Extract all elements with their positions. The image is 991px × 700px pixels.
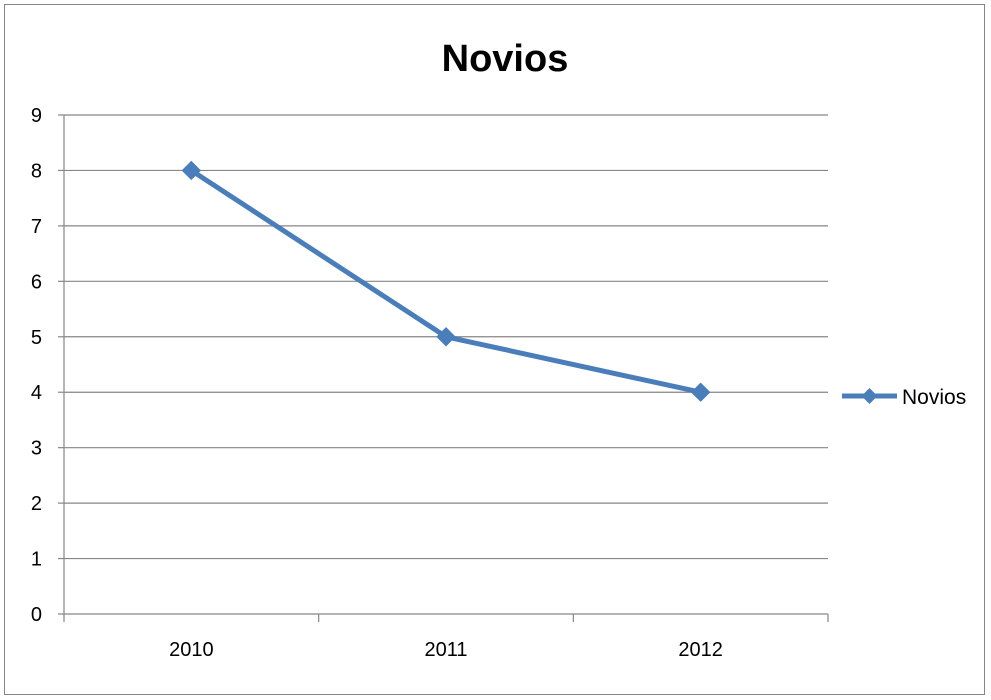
y-tick-label: 4	[31, 382, 42, 404]
chart-title: Novios	[442, 38, 569, 80]
y-tick-label: 7	[31, 216, 42, 238]
y-tick-label: 0	[31, 604, 42, 626]
y-tick-label: 8	[31, 160, 42, 182]
data-point-marker	[690, 382, 711, 402]
y-tick-label: 9	[31, 105, 42, 127]
x-tick-label: 2012	[678, 639, 723, 661]
y-tick-label: 3	[31, 438, 42, 460]
y-tick-label: 2	[31, 493, 42, 515]
data-point-marker	[181, 160, 202, 181]
gridlines	[64, 114, 828, 560]
x-tick-label: 2010	[169, 639, 214, 661]
legend: Novios	[842, 386, 966, 409]
axes	[58, 114, 829, 622]
y-tick-label: 5	[31, 327, 42, 349]
y-tick-label: 6	[31, 271, 42, 293]
y-tick-label: 1	[31, 549, 42, 571]
x-axis-tick-labels: 2010 2011 2012	[169, 639, 723, 661]
x-tick-label: 2011	[424, 639, 467, 661]
legend-marker	[861, 388, 878, 404]
y-axis-tick-labels: 0 1 2 3 4 5 6 7 8 9	[31, 105, 42, 626]
series-lines	[181, 160, 711, 402]
legend-label: Novios	[902, 386, 966, 409]
data-point-marker	[436, 327, 456, 347]
